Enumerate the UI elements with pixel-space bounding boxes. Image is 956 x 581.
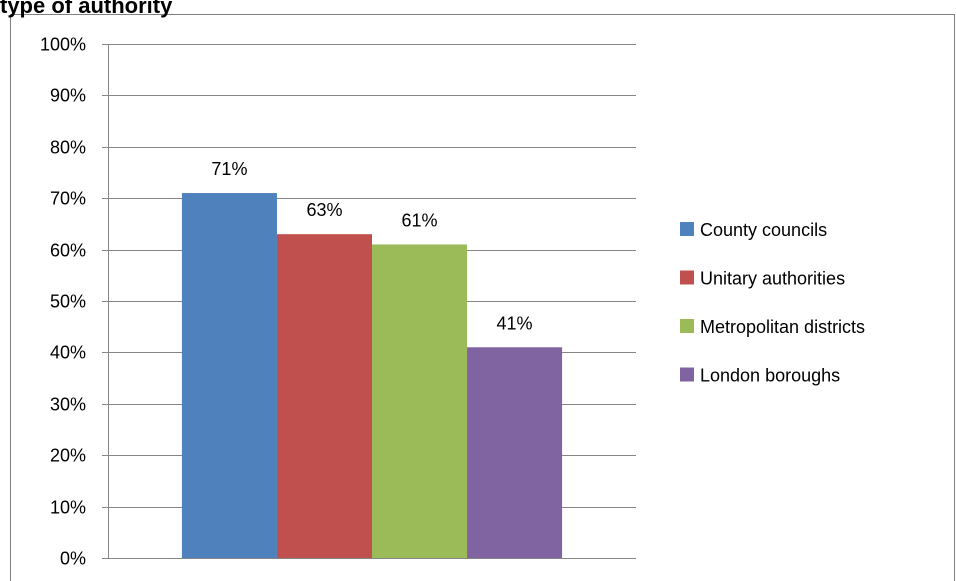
legend-swatch xyxy=(680,270,694,285)
bar xyxy=(276,234,372,558)
y-tick-label: 70% xyxy=(50,189,86,209)
legend-label: Metropolitan districts xyxy=(700,317,865,337)
legend-swatch xyxy=(680,367,694,382)
y-tick-label: 60% xyxy=(50,241,86,261)
legend-label: Unitary authorities xyxy=(700,269,845,289)
data-label: 63% xyxy=(306,200,342,220)
legend-swatch xyxy=(680,222,694,236)
y-tick-label: 10% xyxy=(50,498,86,518)
y-tick-label: 0% xyxy=(60,549,86,569)
y-tick-label: 100% xyxy=(40,35,86,55)
data-label: 41% xyxy=(497,313,533,333)
legend-label: County councils xyxy=(700,220,827,240)
y-tick-label: 90% xyxy=(50,86,86,106)
bar xyxy=(181,193,277,558)
data-label: 61% xyxy=(402,210,438,230)
y-tick-label: 30% xyxy=(50,395,86,415)
legend-swatch xyxy=(680,319,694,333)
y-tick-label: 80% xyxy=(50,138,86,158)
bar xyxy=(467,347,563,558)
y-tick-label: 50% xyxy=(50,292,86,312)
y-tick-label: 40% xyxy=(50,343,86,363)
y-tick-label: 20% xyxy=(50,446,86,466)
data-label: 71% xyxy=(211,159,247,179)
bar xyxy=(372,244,468,558)
legend-label: London boroughs xyxy=(700,366,840,386)
chart-title: type of authority xyxy=(0,0,173,18)
